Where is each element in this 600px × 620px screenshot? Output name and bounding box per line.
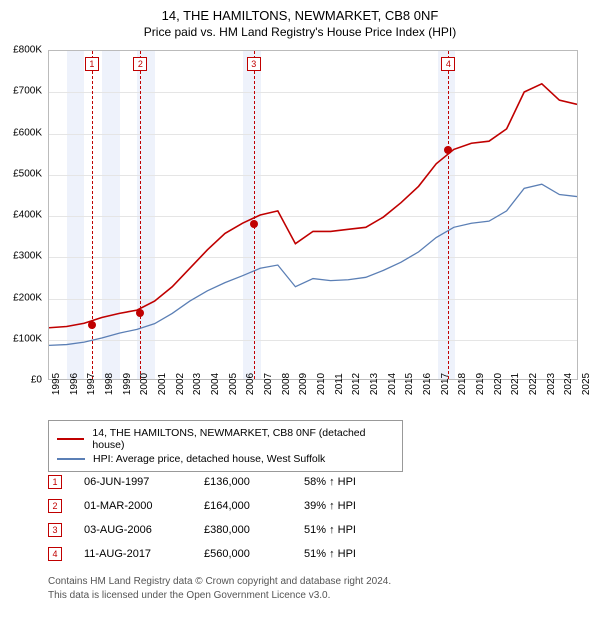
sale-marker-badge: 1 xyxy=(85,57,99,71)
x-tick-label: 2022 xyxy=(528,373,539,395)
legend-swatch xyxy=(57,458,85,460)
x-tick-label: 2013 xyxy=(369,373,380,395)
x-tick-label: 2006 xyxy=(245,373,256,395)
footer-line: This data is licensed under the Open Gov… xyxy=(48,589,391,603)
x-tick-label: 1995 xyxy=(51,373,62,395)
x-tick-label: 2007 xyxy=(263,373,274,395)
y-tick-label: £500K xyxy=(0,168,42,179)
sales-row-date: 11-AUG-2017 xyxy=(84,548,204,560)
x-tick-label: 2008 xyxy=(281,373,292,395)
sale-marker-badge: 2 xyxy=(133,57,147,71)
y-tick-label: £200K xyxy=(0,292,42,303)
y-tick-label: £0 xyxy=(0,375,42,386)
x-tick-label: 2003 xyxy=(192,373,203,395)
x-tick-label: 2018 xyxy=(457,373,468,395)
y-tick-label: £800K xyxy=(0,45,42,56)
legend-swatch xyxy=(57,438,84,440)
chart-container: 14, THE HAMILTONS, NEWMARKET, CB8 0NF Pr… xyxy=(0,0,600,620)
y-tick-label: £700K xyxy=(0,86,42,97)
x-tick-label: 2020 xyxy=(493,373,504,395)
sales-row-hpi: 58% ↑ HPI xyxy=(304,476,356,488)
x-tick-label: 2017 xyxy=(440,373,451,395)
x-tick-label: 2004 xyxy=(210,373,221,395)
sales-row-hpi: 51% ↑ HPI xyxy=(304,548,356,560)
x-tick-label: 2011 xyxy=(334,373,345,395)
sale-point-dot xyxy=(444,146,452,154)
sale-point-dot xyxy=(88,321,96,329)
sales-row-price: £380,000 xyxy=(204,524,304,536)
x-tick-label: 2023 xyxy=(546,373,557,395)
series-line-hpi xyxy=(49,184,577,345)
title-block: 14, THE HAMILTONS, NEWMARKET, CB8 0NF Pr… xyxy=(0,0,600,39)
x-tick-label: 2012 xyxy=(351,373,362,395)
x-tick-label: 2019 xyxy=(475,373,486,395)
chart-title: 14, THE HAMILTONS, NEWMARKET, CB8 0NF xyxy=(0,8,600,23)
sales-row-badge: 3 xyxy=(48,523,62,537)
footer-attribution: Contains HM Land Registry data © Crown c… xyxy=(48,575,391,602)
x-tick-label: 2010 xyxy=(316,373,327,395)
x-tick-label: 2005 xyxy=(228,373,239,395)
sales-row-price: £560,000 xyxy=(204,548,304,560)
sale-point-dot xyxy=(136,309,144,317)
sales-row-hpi: 51% ↑ HPI xyxy=(304,524,356,536)
chart-area: 1234 £0£100K£200K£300K£400K£500K£600K£70… xyxy=(48,50,578,380)
sales-row-price: £164,000 xyxy=(204,500,304,512)
sales-table-row: 4 11-AUG-2017£560,00051% ↑ HPI xyxy=(48,542,356,566)
x-tick-label: 2009 xyxy=(298,373,309,395)
chart-subtitle: Price paid vs. HM Land Registry's House … xyxy=(0,25,600,39)
line-series-svg xyxy=(49,51,577,379)
x-tick-label: 1996 xyxy=(69,373,80,395)
x-tick-label: 1998 xyxy=(104,373,115,395)
y-tick-label: £100K xyxy=(0,333,42,344)
plot-region: 1 2 3 4 xyxy=(48,50,578,380)
x-tick-label: 2001 xyxy=(157,373,168,395)
x-tick-label: 2025 xyxy=(581,373,592,395)
sales-table-row: 3 03-AUG-2006£380,00051% ↑ HPI xyxy=(48,518,356,542)
legend-item: HPI: Average price, detached house, West… xyxy=(57,453,394,465)
y-tick-label: £300K xyxy=(0,251,42,262)
sales-row-badge: 1 xyxy=(48,475,62,489)
x-tick-label: 2014 xyxy=(387,373,398,395)
legend-label: 14, THE HAMILTONS, NEWMARKET, CB8 0NF (d… xyxy=(92,427,394,451)
sales-row-date: 06-JUN-1997 xyxy=(84,476,204,488)
series-line-property xyxy=(49,84,577,328)
x-tick-label: 1997 xyxy=(86,373,97,395)
sales-row-hpi: 39% ↑ HPI xyxy=(304,500,356,512)
x-tick-label: 2024 xyxy=(563,373,574,395)
sales-table-row: 2 01-MAR-2000£164,00039% ↑ HPI xyxy=(48,494,356,518)
x-tick-label: 1999 xyxy=(122,373,133,395)
sale-marker-badge: 4 xyxy=(441,57,455,71)
x-tick-label: 2016 xyxy=(422,373,433,395)
sale-point-dot xyxy=(250,220,258,228)
sales-row-badge: 4 xyxy=(48,547,62,561)
legend: 14, THE HAMILTONS, NEWMARKET, CB8 0NF (d… xyxy=(48,420,403,472)
footer-line: Contains HM Land Registry data © Crown c… xyxy=(48,575,391,589)
sales-row-badge: 2 xyxy=(48,499,62,513)
x-tick-label: 2002 xyxy=(175,373,186,395)
sales-row-price: £136,000 xyxy=(204,476,304,488)
x-tick-label: 2000 xyxy=(139,373,150,395)
legend-label: HPI: Average price, detached house, West… xyxy=(93,453,325,465)
sales-table-row: 1 06-JUN-1997£136,00058% ↑ HPI xyxy=(48,470,356,494)
y-tick-label: £600K xyxy=(0,127,42,138)
sale-marker-badge: 3 xyxy=(247,57,261,71)
sales-table: 1 06-JUN-1997£136,00058% ↑ HPI 2 01-MAR-200… xyxy=(48,470,356,566)
y-tick-label: £400K xyxy=(0,210,42,221)
x-tick-label: 2015 xyxy=(404,373,415,395)
legend-item: 14, THE HAMILTONS, NEWMARKET, CB8 0NF (d… xyxy=(57,427,394,451)
sales-row-date: 03-AUG-2006 xyxy=(84,524,204,536)
x-tick-label: 2021 xyxy=(510,373,521,395)
sales-row-date: 01-MAR-2000 xyxy=(84,500,204,512)
